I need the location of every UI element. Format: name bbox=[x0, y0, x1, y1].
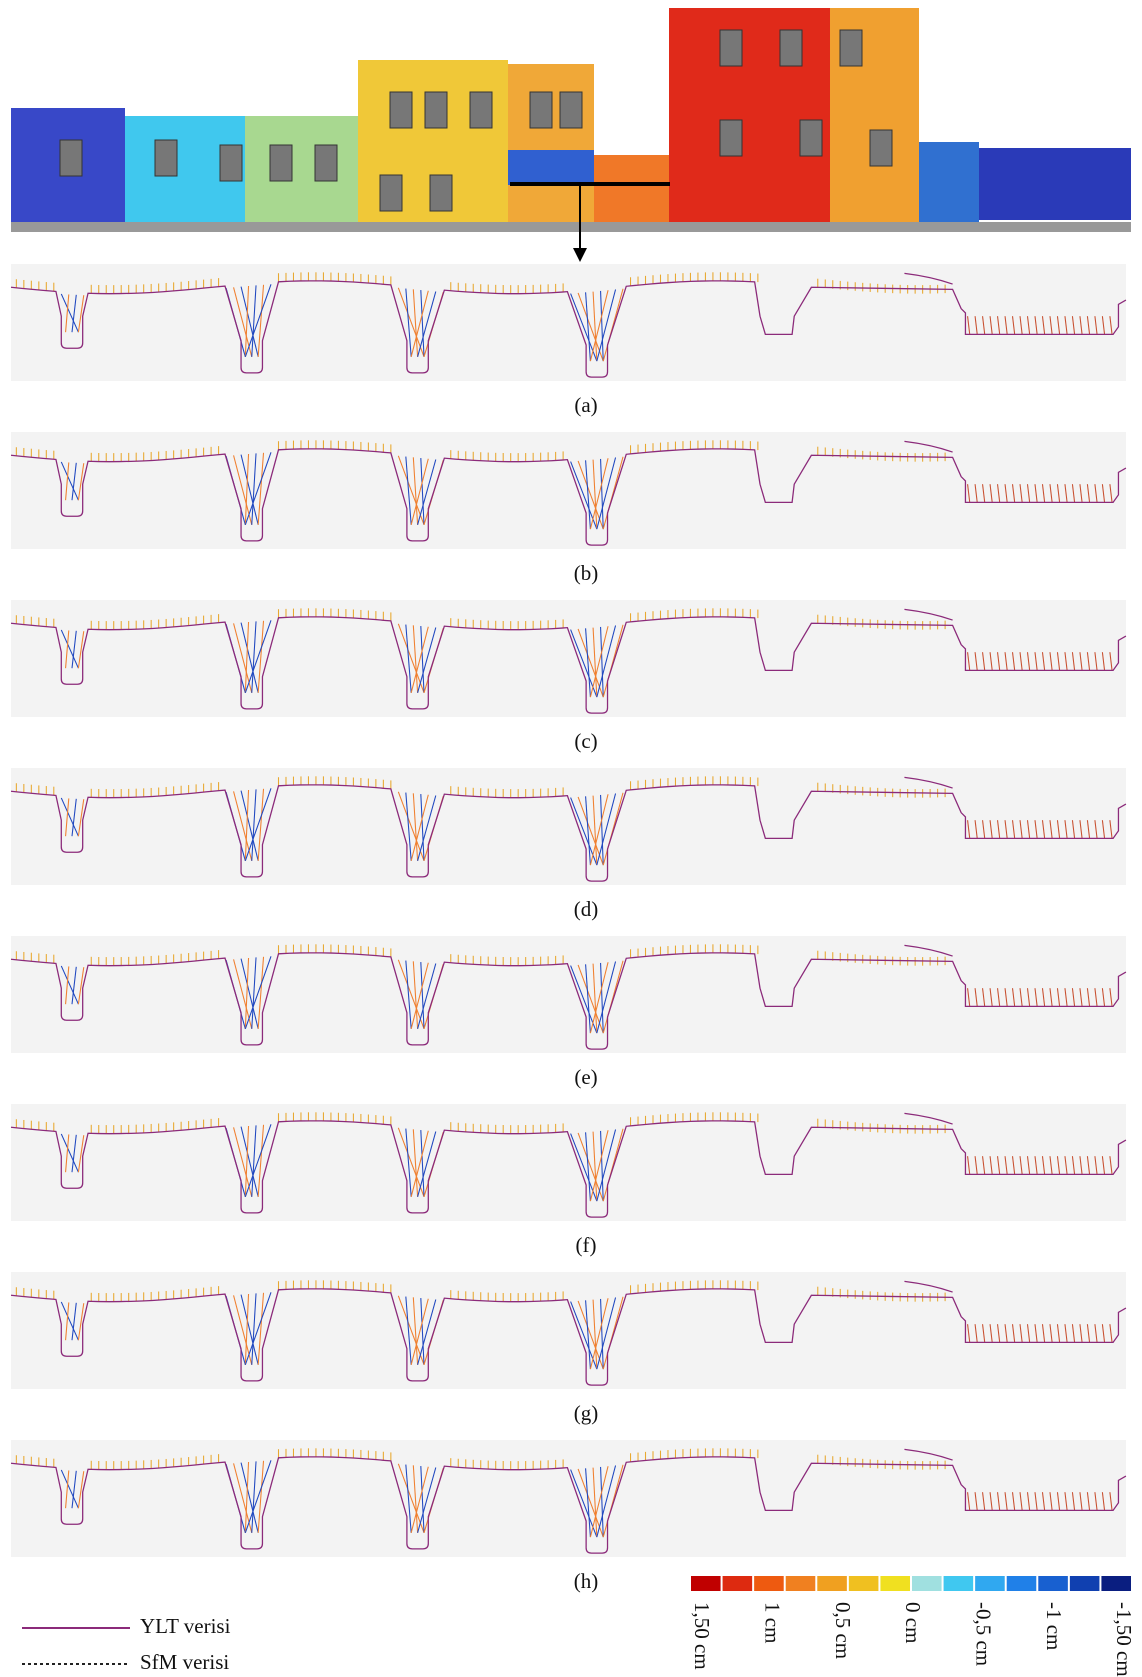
panel-label: (c) bbox=[574, 729, 597, 753]
panel-label: (e) bbox=[574, 1065, 597, 1089]
colorbar-swatch bbox=[786, 1576, 816, 1591]
window bbox=[430, 175, 452, 211]
colorbar-swatch bbox=[1101, 1576, 1131, 1591]
window bbox=[560, 92, 582, 128]
facade-block bbox=[594, 155, 669, 230]
window bbox=[315, 145, 337, 181]
panel-background bbox=[11, 1272, 1126, 1389]
panel-background bbox=[11, 936, 1126, 1053]
panel-background bbox=[11, 264, 1126, 381]
colorbar-label: -1 cm bbox=[1042, 1602, 1066, 1650]
colorbar-swatch bbox=[975, 1576, 1005, 1591]
panel-background bbox=[11, 600, 1126, 717]
window bbox=[155, 140, 177, 176]
window bbox=[530, 92, 552, 128]
panel-label: (d) bbox=[574, 897, 599, 921]
window bbox=[870, 130, 892, 166]
panels: (a) (b) (c) (d) (e) (f) (g) (h) bbox=[11, 264, 1126, 1593]
panel-background bbox=[11, 1440, 1126, 1557]
panel-background bbox=[11, 768, 1126, 885]
facade-block bbox=[508, 150, 594, 185]
facade-ground bbox=[11, 222, 1131, 232]
window bbox=[840, 30, 862, 66]
colorbar-swatch bbox=[817, 1576, 847, 1591]
window bbox=[270, 145, 292, 181]
window bbox=[470, 92, 492, 128]
window bbox=[720, 120, 742, 156]
colorbar-swatch bbox=[1007, 1576, 1037, 1591]
facade-block bbox=[979, 148, 1131, 220]
figure: (a) (b) (c) (d) (e) (f) (g) (h) YLT verisi SfM v… bbox=[0, 0, 1142, 1677]
window bbox=[800, 120, 822, 156]
colorbar-swatch bbox=[723, 1576, 753, 1591]
window bbox=[390, 92, 412, 128]
window bbox=[220, 145, 242, 181]
colorbar-swatch bbox=[691, 1576, 721, 1591]
legend-label: SfM verisi bbox=[140, 1650, 229, 1674]
colorbar-swatch bbox=[1038, 1576, 1068, 1591]
panel-background bbox=[11, 1104, 1126, 1221]
colorbar-label: 1,50 cm bbox=[690, 1602, 714, 1670]
panel-label: (b) bbox=[574, 561, 599, 585]
window bbox=[780, 30, 802, 66]
facade-point-cloud bbox=[11, 8, 1131, 262]
colorbar-label: -0,5 cm bbox=[972, 1602, 996, 1666]
facade-block bbox=[508, 64, 594, 230]
window bbox=[720, 30, 742, 66]
window bbox=[425, 92, 447, 128]
colorbar-swatch bbox=[880, 1576, 910, 1591]
colorbar-label: 0,5 cm bbox=[831, 1602, 855, 1659]
legend-label: YLT verisi bbox=[140, 1614, 231, 1638]
legend: YLT verisi SfM verisi bbox=[22, 1614, 231, 1674]
panel-background bbox=[11, 432, 1126, 549]
colorbar-swatch bbox=[912, 1576, 942, 1591]
arrow-head bbox=[573, 248, 587, 262]
colorbar-label: 1 cm bbox=[761, 1602, 785, 1643]
colorbar: 1,50 cm 1 cm 0,5 cm 0 cm -0,5 cm -1 cm -1,50 c… bbox=[690, 1576, 1136, 1677]
colorbar-swatch bbox=[1070, 1576, 1100, 1591]
colorbar-swatch bbox=[944, 1576, 974, 1591]
facade-block bbox=[919, 142, 979, 230]
panel-label: (a) bbox=[574, 393, 597, 417]
panel-label: (h) bbox=[574, 1569, 599, 1593]
window bbox=[380, 175, 402, 211]
facade-block bbox=[245, 116, 358, 230]
panel-label: (g) bbox=[574, 1401, 599, 1425]
colorbar-label: 0 cm bbox=[901, 1602, 925, 1643]
colorbar-label: -1,50 cm bbox=[1112, 1602, 1136, 1677]
colorbar-swatch bbox=[754, 1576, 784, 1591]
colorbar-swatch bbox=[849, 1576, 879, 1591]
panel-label: (f) bbox=[576, 1233, 597, 1257]
window bbox=[60, 140, 82, 176]
page: {"figure": { "panels": ["(a)", "(b)", "(… bbox=[0, 0, 1142, 1677]
